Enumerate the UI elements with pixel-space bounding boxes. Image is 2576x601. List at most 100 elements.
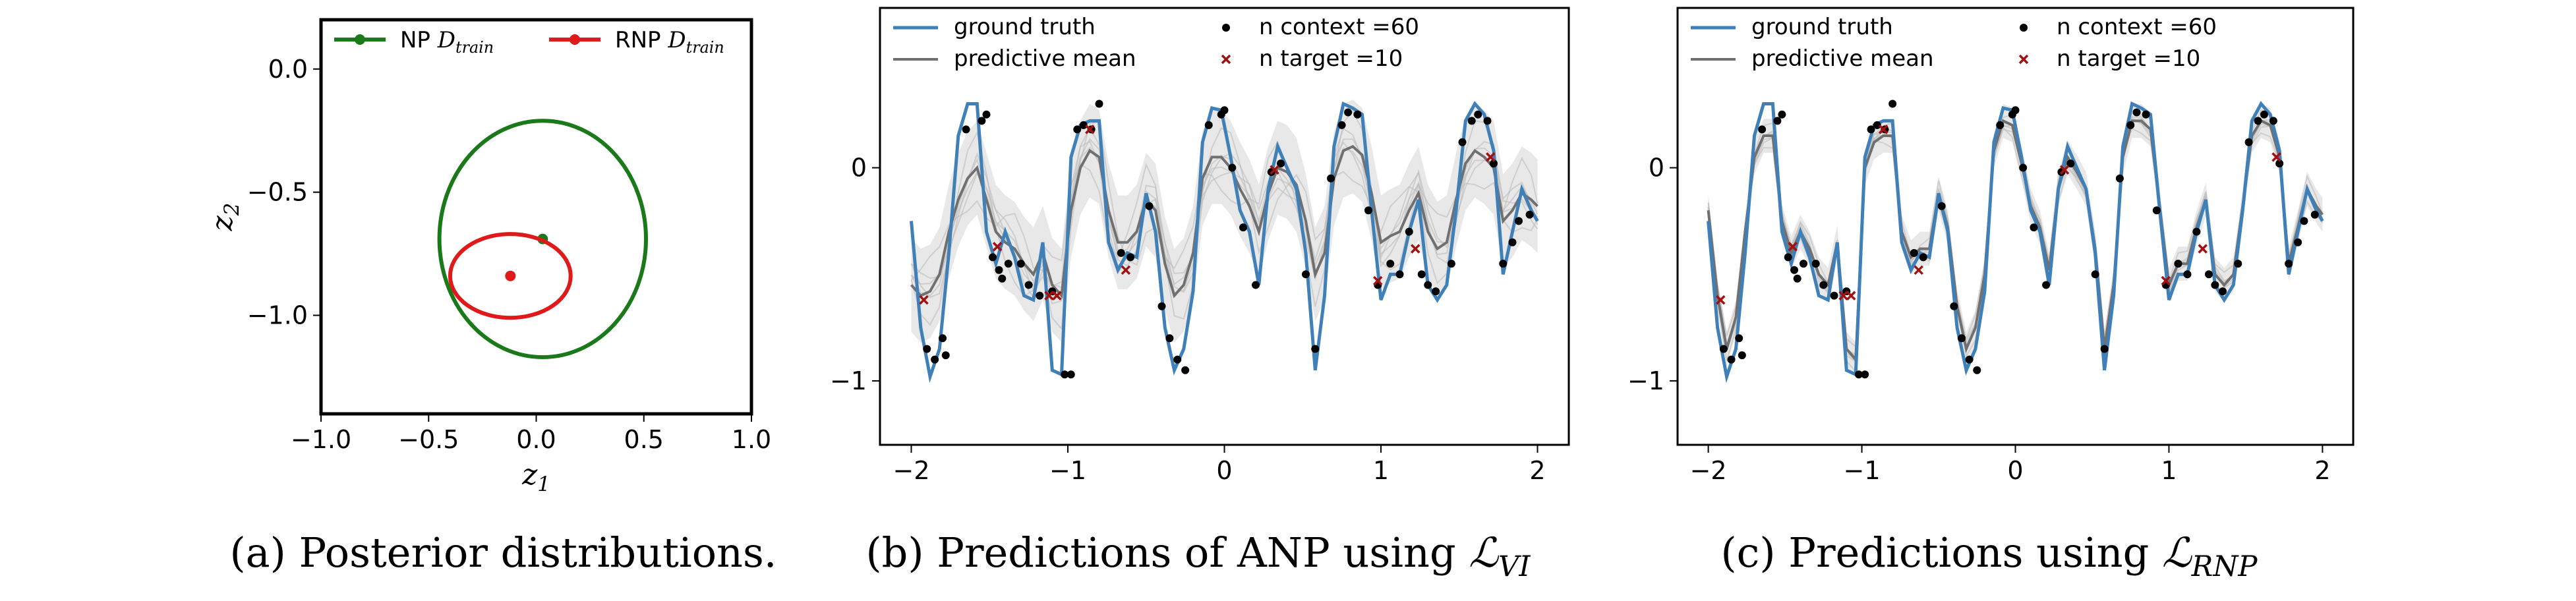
context-point: [2132, 108, 2141, 117]
sample-trace: [910, 127, 1538, 305]
context-point: [1867, 125, 1875, 134]
y-axis-label-main: z: [206, 215, 239, 231]
context-point: [1973, 366, 1981, 374]
context-point: [1965, 355, 1974, 364]
context-point: [2275, 159, 2284, 168]
target-point: [1085, 125, 1095, 134]
context-point: [1735, 334, 1743, 343]
context-point: [1277, 159, 1285, 168]
context-point: [2269, 117, 2277, 125]
context-point: [1950, 302, 1958, 310]
y-tick-label: −1: [830, 366, 867, 395]
uncertainty-band: [911, 100, 1538, 343]
context-point: [2100, 345, 2109, 353]
context-point: [1499, 260, 1508, 268]
context-point: [2300, 217, 2308, 225]
legend-sub: train: [686, 38, 724, 57]
target-cross-b: [1270, 165, 1279, 175]
target-cross-b: [1486, 152, 1496, 162]
context-point: [939, 334, 947, 343]
context-point: [2019, 163, 2028, 172]
target-point: [2059, 165, 2070, 175]
context-point: [1220, 106, 1229, 115]
x-tick-label: 2: [1529, 456, 1545, 485]
context-point: [2126, 121, 2135, 129]
context-point: [1117, 248, 1125, 257]
context-point: [2205, 270, 2213, 279]
context-point: [1239, 223, 1247, 232]
panel-c-frame: [1676, 7, 2355, 446]
context-point: [2211, 281, 2219, 289]
context-point: [1793, 274, 1801, 283]
context-point: [1778, 110, 1786, 119]
target-cross-b: [1788, 241, 1798, 252]
x-tick-label: −1: [1844, 456, 1881, 485]
context-point: [1758, 125, 1767, 134]
context-point: [1016, 260, 1025, 268]
context-point: [923, 345, 931, 353]
ground-truth-line: [1707, 101, 2324, 384]
context-point: [1854, 370, 1863, 379]
panel-a-caption: (a) Posterior distributions.: [229, 529, 776, 577]
context-point: [1327, 174, 1335, 183]
x-tick-label: 1: [1373, 456, 1389, 485]
context-point: [2183, 270, 2192, 279]
legend-cross-b: [1221, 54, 1231, 65]
sample-trace: [910, 110, 1538, 331]
target-point: [1878, 125, 1888, 134]
context-point: [2294, 238, 2302, 246]
context-point: [1036, 291, 1044, 300]
target-cross-b: [1914, 265, 1923, 275]
context-point: [1447, 260, 1455, 268]
context-point: [1784, 253, 1792, 262]
context-point: [2115, 174, 2124, 183]
x-axis-label: z1: [521, 458, 550, 496]
context-point: [1996, 121, 2005, 129]
target-point: [1486, 152, 1496, 162]
context-point: [931, 355, 939, 364]
target-cross-b: [1052, 291, 1062, 300]
context-point: [1405, 227, 1413, 236]
context-point: [1432, 287, 1440, 296]
context-point: [2192, 227, 2201, 236]
context-point: [1127, 253, 1134, 262]
context-point: [1508, 238, 1517, 246]
predictive-mean-line: [910, 144, 1538, 299]
target-point: [2271, 152, 2281, 162]
context-point: [989, 253, 997, 262]
context-point: [1515, 217, 1523, 225]
target-point: [1373, 275, 1383, 286]
y-axis-label: z2: [206, 203, 244, 232]
panel-a-frame: [319, 18, 753, 416]
target-cross-b: [1411, 244, 1420, 254]
context-point: [1344, 108, 1353, 117]
target-point: [1788, 241, 1798, 252]
legend-name: RNP: [615, 27, 668, 53]
context-point: [1957, 334, 1966, 343]
panel-c-caption: (c) Predictions using ℒRNP: [1720, 529, 2258, 583]
context-point: [2091, 270, 2099, 279]
context-point: [2066, 159, 2075, 168]
context-point: [1910, 248, 1918, 257]
x-tick-label: 0: [1216, 456, 1232, 485]
legend-marker: [355, 34, 365, 45]
target-cross-b: [1838, 291, 1848, 300]
context-point: [1095, 100, 1103, 108]
context-point: [2042, 281, 2051, 289]
context-point: [1424, 281, 1432, 289]
context-point: [1228, 163, 1237, 172]
context-point: [2285, 260, 2293, 268]
context-point: [2310, 210, 2319, 219]
legend-cross-b: [2018, 54, 2029, 65]
context-point: [2234, 260, 2242, 268]
target-point: [1846, 291, 1856, 300]
legend-label: n target =10: [2057, 45, 2200, 72]
context-point: [1738, 351, 1746, 360]
caption-sub: RNP: [2191, 550, 2258, 583]
uncertainty-band: [1708, 103, 2323, 377]
caption-text: (c) Predictions using: [1720, 529, 2162, 577]
legend-label: ground truth: [1751, 14, 1893, 40]
context-point: [1417, 270, 1426, 279]
x-tick-label: −1: [1049, 456, 1086, 485]
